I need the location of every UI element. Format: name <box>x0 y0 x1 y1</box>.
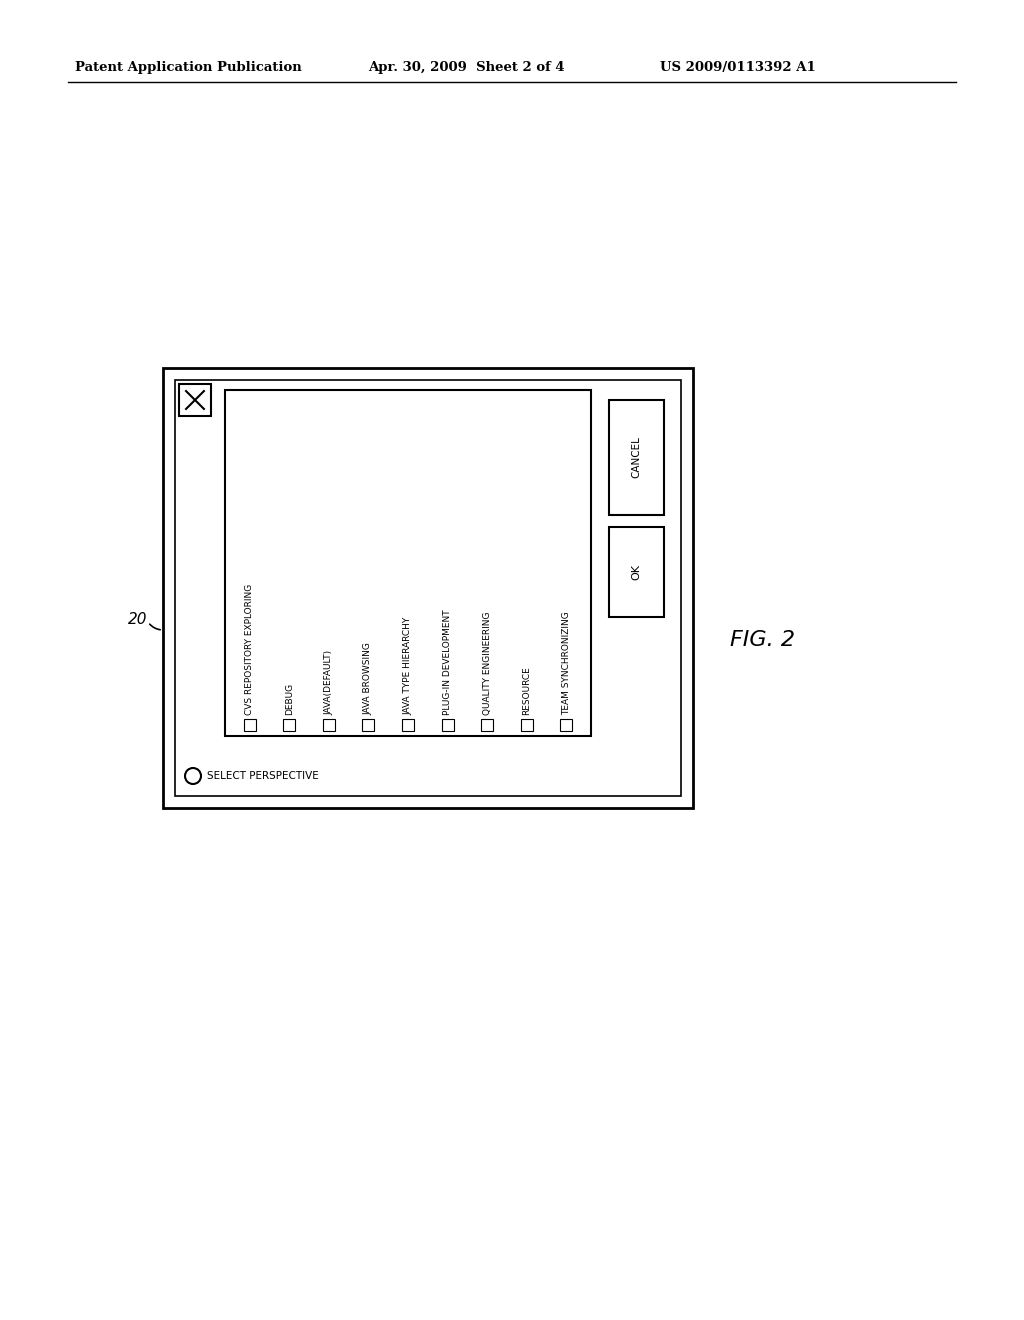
Bar <box>225 389 591 737</box>
Text: Apr. 30, 2009  Sheet 2 of 4: Apr. 30, 2009 Sheet 2 of 4 <box>368 62 564 74</box>
Bar <box>244 719 256 731</box>
Text: RESOURCE: RESOURCE <box>522 667 531 715</box>
Text: OK: OK <box>632 564 641 579</box>
Bar <box>441 719 454 731</box>
Bar <box>163 368 693 808</box>
Circle shape <box>185 768 201 784</box>
Text: JAVA TYPE HIERARCHY: JAVA TYPE HIERARCHY <box>403 616 413 715</box>
Bar <box>284 719 295 731</box>
Bar <box>323 719 335 731</box>
Bar <box>402 719 414 731</box>
Bar <box>520 719 532 731</box>
Bar <box>175 380 681 796</box>
Text: SELECT PERSPECTIVE: SELECT PERSPECTIVE <box>207 771 318 781</box>
Text: 20: 20 <box>128 612 147 627</box>
Text: TEAM SYNCHRONIZING: TEAM SYNCHRONIZING <box>562 611 570 715</box>
Text: PLUG-IN DEVELOPMENT: PLUG-IN DEVELOPMENT <box>443 610 452 715</box>
Text: CVS REPOSITORY EXPLORING: CVS REPOSITORY EXPLORING <box>246 583 254 715</box>
Text: DEBUG: DEBUG <box>285 682 294 715</box>
Text: FIG. 2: FIG. 2 <box>730 630 795 649</box>
Bar <box>609 400 664 515</box>
Bar <box>481 719 494 731</box>
Text: CANCEL: CANCEL <box>632 437 641 478</box>
Text: QUALITY ENGINEERING: QUALITY ENGINEERING <box>482 611 492 715</box>
Text: US 2009/0113392 A1: US 2009/0113392 A1 <box>660 62 816 74</box>
Bar <box>609 527 664 616</box>
Bar <box>560 719 572 731</box>
Text: Patent Application Publication: Patent Application Publication <box>75 62 302 74</box>
Bar <box>179 384 211 416</box>
Text: JAVA BROWSING: JAVA BROWSING <box>364 642 373 715</box>
Bar <box>362 719 375 731</box>
Text: JAVA(DEFAULT): JAVA(DEFAULT) <box>325 649 334 715</box>
